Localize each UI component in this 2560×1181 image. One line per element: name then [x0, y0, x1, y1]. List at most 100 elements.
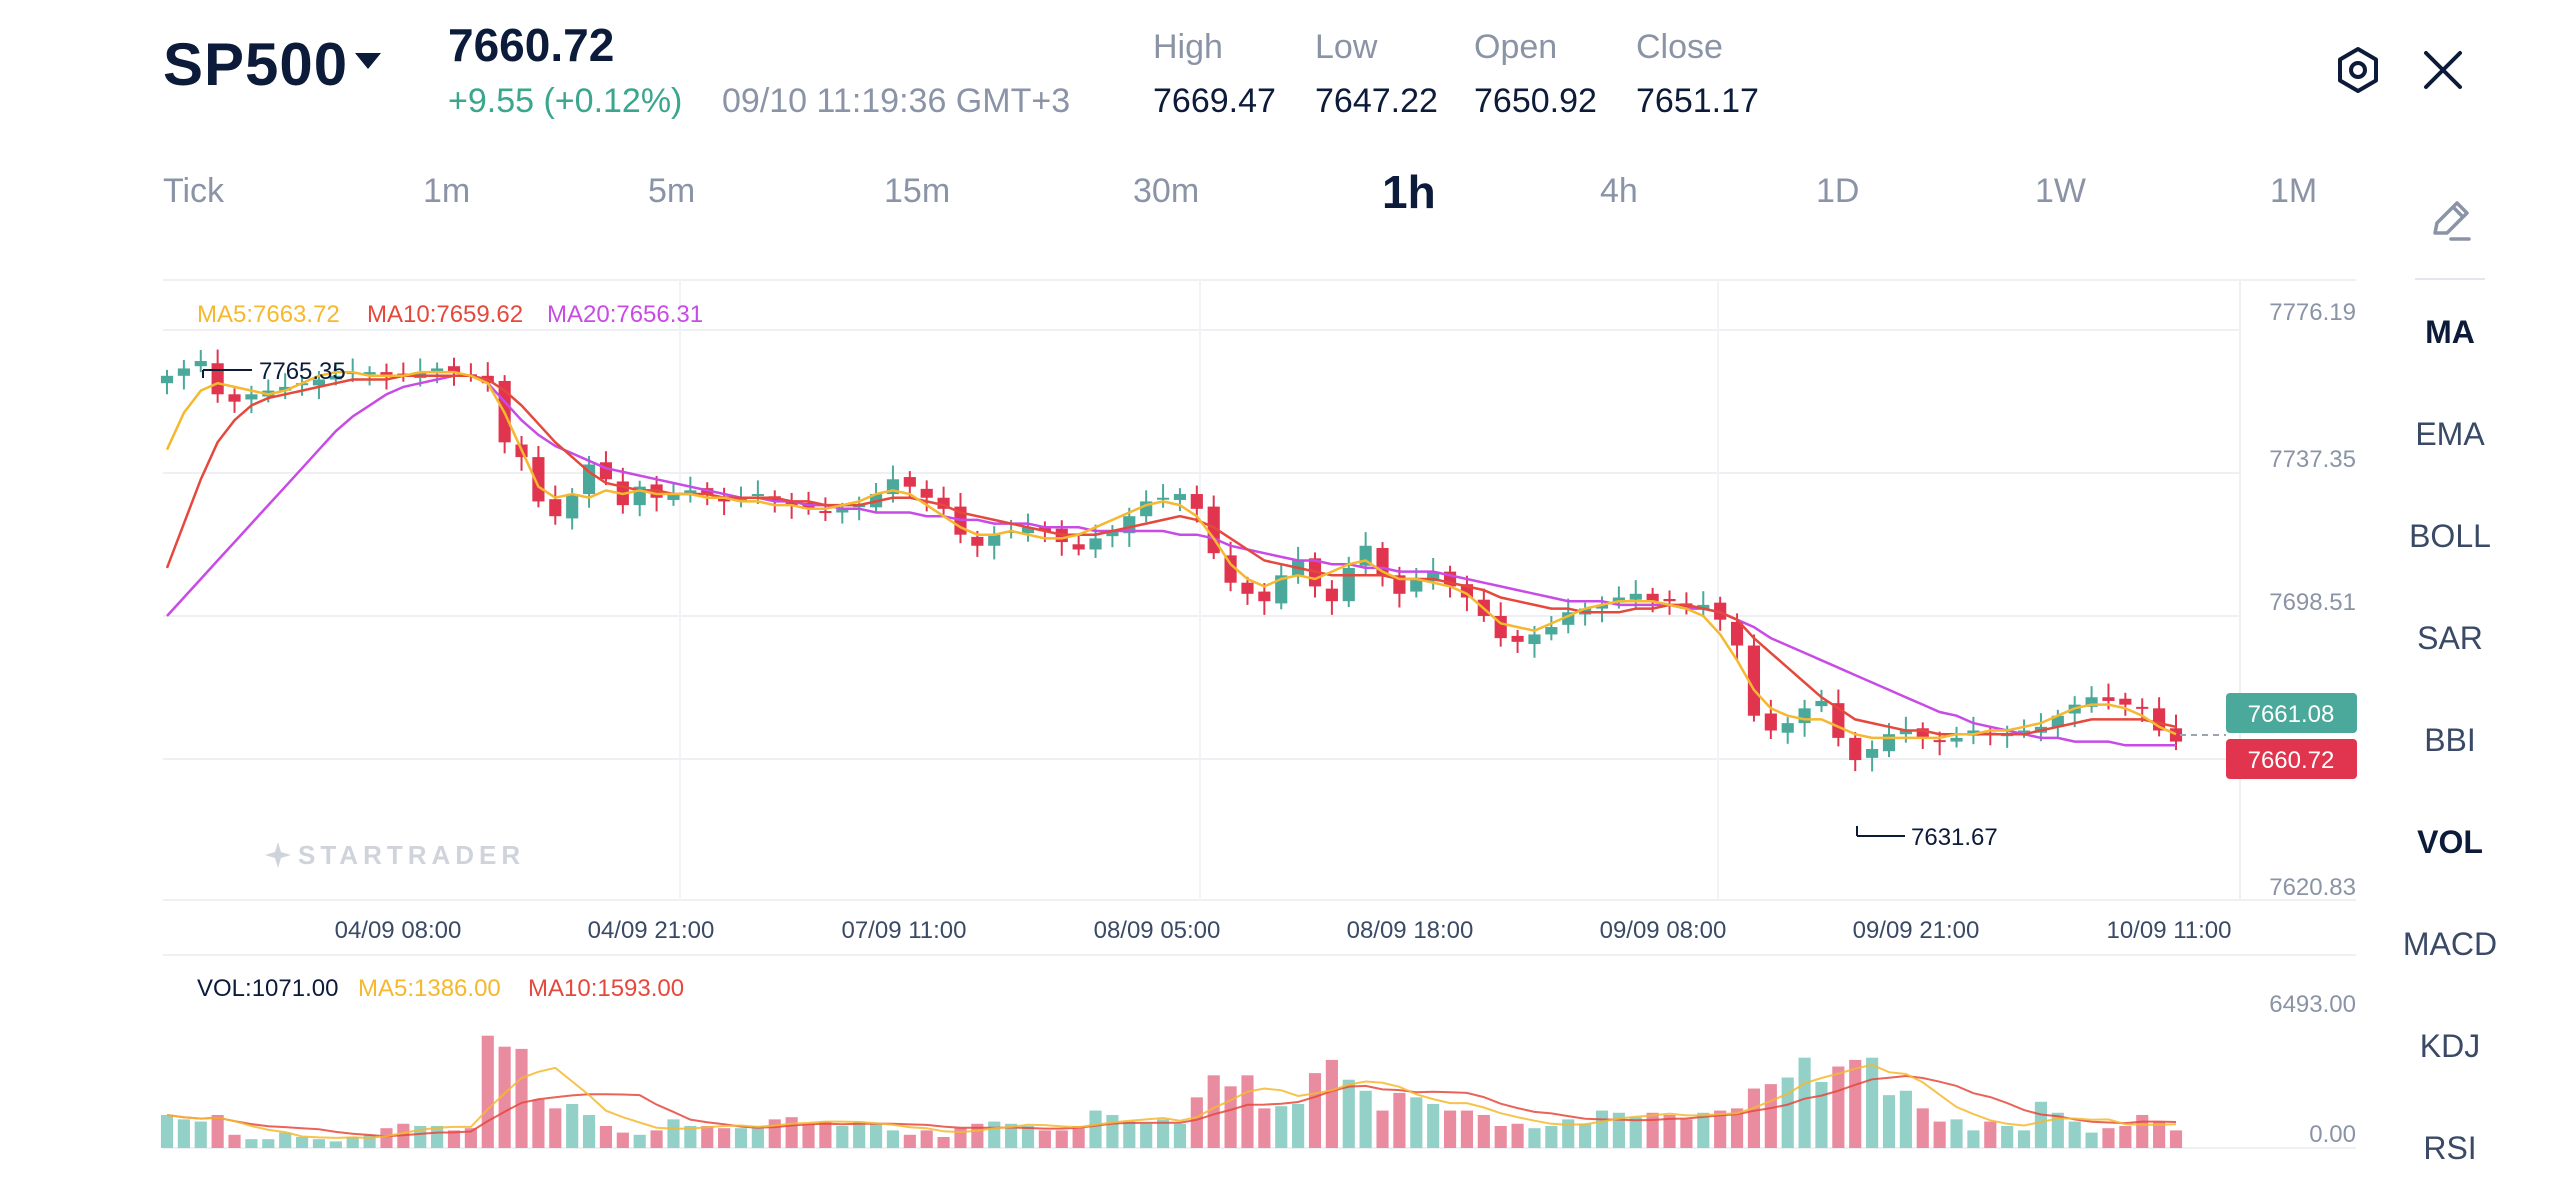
candle: [2051, 715, 2064, 727]
indicator-macd[interactable]: MACD: [2402, 926, 2498, 962]
settings-icon[interactable]: [2333, 45, 2383, 95]
volume-bar: [633, 1134, 646, 1148]
candle: [937, 497, 950, 509]
volume-bar: [481, 1035, 494, 1148]
tab-1m[interactable]: 1m: [423, 172, 471, 210]
volume-bars: [160, 1035, 2183, 1148]
candle: [228, 394, 241, 402]
high-annotation: 7765.35: [202, 358, 346, 385]
tab-5m[interactable]: 5m: [648, 172, 696, 210]
volume-bar: [1055, 1130, 1068, 1148]
volume-bar: [1663, 1114, 1676, 1148]
legend-ma20: MA20:7656.31: [547, 301, 703, 328]
indicator-ema[interactable]: EMA: [2415, 416, 2485, 452]
volume-bar: [1815, 1081, 1828, 1148]
candle: [836, 508, 849, 513]
candle: [1629, 593, 1642, 600]
ma-lines: [165, 370, 2177, 747]
candle: [1325, 588, 1338, 602]
tab-1m-month[interactable]: 1M: [2270, 172, 2318, 210]
volume-bar: [1494, 1125, 1507, 1148]
volume-bar: [1545, 1125, 1558, 1148]
volume-bar: [1646, 1112, 1659, 1148]
stat-value-open: 7650.92: [1474, 82, 1597, 120]
indicator-vol[interactable]: VOL: [2417, 824, 2483, 860]
candle: [2017, 730, 2031, 733]
symbol-selector[interactable]: SP500: [163, 31, 349, 98]
tab-15m[interactable]: 15m: [884, 172, 951, 210]
volume-bar: [1866, 1057, 1879, 1148]
ma20-line: [166, 374, 2176, 747]
volume-bar: [1241, 1075, 1254, 1148]
volume-bar: [1984, 1121, 1997, 1148]
volume-bar: [616, 1132, 629, 1148]
candle: [1106, 530, 1119, 537]
volume-bar: [718, 1128, 731, 1148]
volume-bar: [684, 1125, 697, 1148]
candle: [1156, 497, 1170, 500]
candle: [988, 534, 1001, 546]
candle: [1730, 621, 1744, 646]
volume-bar: [599, 1125, 613, 1148]
volume-bar: [2085, 1132, 2098, 1148]
vol-y-tick-label: 6493.00: [2269, 991, 2356, 1018]
price-chart[interactable]: MA5:7663.72 MA10:7659.62 MA20:7656.31 77…: [0, 270, 2380, 1181]
candle: [1866, 748, 1879, 758]
indicator-rsi[interactable]: RSI: [2423, 1130, 2477, 1166]
low-annotation: 7631.67: [1856, 824, 1998, 851]
candle: [1427, 571, 1440, 582]
volume-bar: [194, 1121, 207, 1148]
candle: [667, 494, 680, 500]
y-tick-label: 7698.51: [2269, 589, 2356, 616]
indicator-ma[interactable]: MA: [2425, 314, 2475, 350]
stat-value-low: 7647.22: [1315, 82, 1438, 120]
candle: [1089, 538, 1102, 550]
indicator-kdj[interactable]: KDJ: [2419, 1028, 2481, 1064]
volume-bar: [431, 1125, 444, 1148]
volume-bar: [1106, 1114, 1119, 1148]
volume-bar: [1511, 1123, 1524, 1148]
volume-bar: [1798, 1057, 1811, 1148]
volume-bar: [1849, 1059, 1862, 1148]
tab-1d[interactable]: 1D: [1816, 172, 1860, 210]
candle: [380, 372, 393, 376]
candle: [1258, 591, 1271, 602]
vol-y-tick-label: 0.00: [2309, 1121, 2356, 1148]
volume-bar: [819, 1121, 832, 1148]
stat-label-close: Close: [1636, 28, 1723, 66]
watermark-text: STARTRADER: [298, 840, 525, 870]
volume-bar: [262, 1139, 275, 1148]
price-tag-lower-text: 7660.72: [2248, 747, 2335, 774]
draw-tool-icon[interactable]: [2425, 195, 2475, 245]
candlestick-series: [160, 349, 2183, 772]
candle: [160, 375, 174, 384]
tab-4h[interactable]: 4h: [1600, 172, 1638, 210]
tab-1w[interactable]: 1W: [2035, 172, 2086, 210]
volume-bar: [988, 1121, 1001, 1148]
caret-down-icon[interactable]: [355, 53, 381, 69]
indicator-bbi[interactable]: BBI: [2424, 722, 2476, 758]
candle: [2119, 698, 2132, 705]
volume-bar: [1376, 1110, 1389, 1148]
volume-bar: [1038, 1130, 1051, 1148]
indicator-sar[interactable]: SAR: [2417, 620, 2483, 656]
volume-bar: [785, 1117, 798, 1148]
candle: [1038, 527, 1051, 531]
tab-1h[interactable]: 1h: [1382, 166, 1436, 218]
candle: [1511, 635, 1524, 642]
indicator-boll[interactable]: BOLL: [2409, 518, 2491, 554]
close-icon[interactable]: [2418, 45, 2468, 95]
volume-bar: [1359, 1090, 1372, 1148]
candle: [312, 379, 326, 386]
volume-bar: [295, 1136, 309, 1148]
volume-bar: [582, 1114, 596, 1148]
tab-30m[interactable]: 30m: [1133, 172, 1200, 210]
volume-bar: [2017, 1130, 2031, 1148]
candle: [2136, 706, 2149, 709]
legend-ma10: MA10:7659.62: [367, 301, 523, 328]
candle: [1899, 730, 1912, 735]
volume-bar: [1342, 1079, 1355, 1148]
tab-tick[interactable]: Tick: [163, 172, 225, 210]
candle: [785, 501, 798, 506]
volume-bar: [1140, 1123, 1153, 1148]
